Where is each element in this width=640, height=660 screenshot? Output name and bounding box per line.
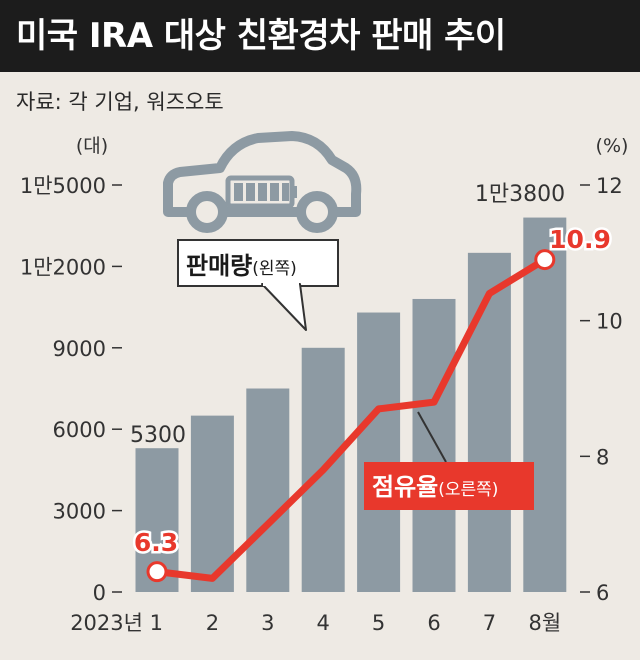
x-tick-label: 2023년 1 (70, 611, 163, 635)
bar (468, 253, 511, 592)
left-axis-unit: (대) (76, 135, 108, 157)
bar (246, 389, 289, 593)
bar (357, 313, 400, 592)
right-tick-label: 12 (596, 174, 623, 198)
bar-callout-label: 판매량 (186, 252, 252, 280)
x-tick-label: 5 (372, 611, 385, 635)
last-line-annotation: 10.9 (549, 225, 611, 254)
bar (523, 218, 566, 592)
bar (413, 299, 456, 592)
left-tick-label: 3000 (53, 500, 106, 524)
x-axis: 2023년 1 2 3 4 5 6 7 8월 (70, 611, 561, 635)
electric-car-icon (168, 136, 356, 228)
x-tick-label: 6 (427, 611, 440, 635)
battery-icon (228, 178, 297, 206)
last-bar-annotation: 1만3800 (475, 182, 565, 207)
x-tick-label: 4 (317, 611, 330, 635)
x-tick-label: 7 (483, 611, 496, 635)
right-axis-unit: (%) (596, 135, 629, 157)
left-tick-label: 9000 (53, 337, 106, 361)
left-tick-label: 1만2000 (20, 255, 106, 279)
right-tick-label: 8 (596, 445, 609, 469)
line-callout: 점유율(오른쪽) (364, 462, 534, 510)
x-tick-label: 2 (206, 611, 219, 635)
first-line-annotation: 6.3 (134, 528, 178, 557)
line-callout-suffix: (오른쪽) (438, 480, 498, 500)
bar-callout-suffix: (왼쪽) (252, 259, 297, 279)
right-tick-label: 6 (596, 581, 609, 605)
left-tick-label: 6000 (53, 418, 106, 442)
right-tick-label: 10 (596, 310, 623, 334)
line-point (148, 563, 166, 581)
left-axis: 0 3000 6000 9000 1만2000 1만5000 (20, 174, 122, 605)
x-tick-label: 8월 (528, 611, 561, 635)
bar-callout: 판매량(왼쪽) (178, 240, 338, 330)
left-tick-label: 1만5000 (20, 174, 106, 198)
x-tick-label: 3 (261, 611, 274, 635)
left-tick-label: 0 (93, 581, 106, 605)
first-bar-annotation: 5300 (130, 423, 186, 448)
line-callout-label: 점유율 (372, 473, 438, 501)
